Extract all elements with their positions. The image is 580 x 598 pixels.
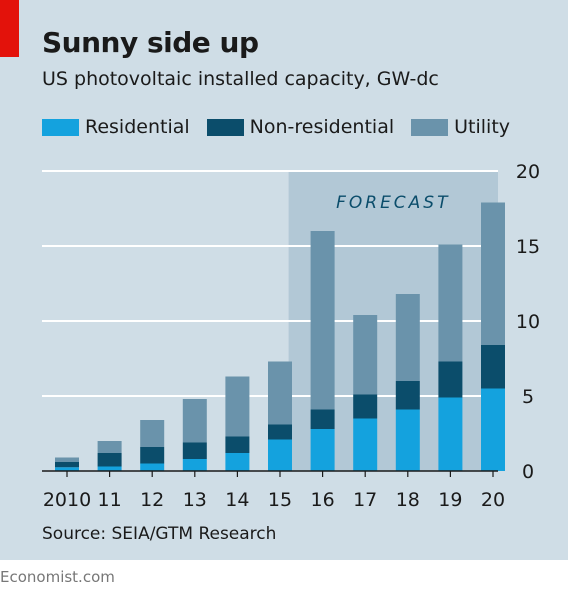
bar-residential-15 bbox=[268, 439, 292, 471]
bar-residential-18 bbox=[395, 409, 420, 471]
y-tick-label: 10 bbox=[516, 311, 540, 333]
legend-label-utility: Utility bbox=[454, 116, 511, 138]
bar-utility-16 bbox=[310, 231, 335, 410]
bar-non-residential-19 bbox=[438, 361, 463, 398]
bar-non-residential-20 bbox=[481, 345, 505, 389]
stacked-bar-chart: FORECAST 0 5 10 15 20 2010 11 12 13 14 15 16 17 18 19 20 bbox=[42, 161, 540, 511]
legend-swatch-utility bbox=[411, 118, 449, 136]
bar-utility-2010 bbox=[55, 457, 79, 462]
bar-residential-17 bbox=[353, 418, 378, 471]
bar-utility-19 bbox=[438, 244, 463, 362]
bar-residential-2010 bbox=[55, 467, 79, 471]
bar-residential-12 bbox=[140, 463, 165, 471]
x-tick-label: 2010 bbox=[43, 489, 91, 511]
bar-non-residential-15 bbox=[268, 424, 292, 440]
x-tick-label: 17 bbox=[353, 489, 377, 511]
legend-item-utility: Utility bbox=[411, 116, 510, 138]
legend-item-non-residential: Non-residential bbox=[206, 116, 395, 138]
bar-non-residential-18 bbox=[395, 381, 420, 410]
bar-utility-17 bbox=[353, 315, 378, 395]
bar-utility-14 bbox=[225, 376, 250, 437]
source-note: Source: SEIA/GTM Research bbox=[42, 524, 277, 544]
bar-non-residential-12 bbox=[140, 447, 165, 464]
legend-swatch-residential bbox=[42, 118, 79, 136]
y-tick-label: 0 bbox=[522, 461, 534, 483]
x-tick-label: 13 bbox=[183, 489, 207, 511]
bar-non-residential-13 bbox=[182, 442, 207, 459]
bar-non-residential-14 bbox=[225, 436, 250, 453]
legend-label-residential: Residential bbox=[85, 116, 190, 138]
x-tick-label: 11 bbox=[98, 489, 122, 511]
bar-residential-11 bbox=[97, 466, 122, 471]
bar-non-residential-11 bbox=[97, 453, 122, 467]
bar-utility-12 bbox=[140, 420, 165, 447]
bar-non-residential-16 bbox=[310, 409, 335, 429]
x-tick-label: 15 bbox=[268, 489, 292, 511]
bar-utility-11 bbox=[97, 441, 122, 453]
bar-residential-19 bbox=[438, 397, 463, 471]
x-tick-label: 20 bbox=[481, 489, 505, 511]
brand-red-tag bbox=[0, 0, 19, 57]
bar-non-residential-2010 bbox=[55, 462, 79, 468]
legend-swatch-non-residential bbox=[206, 118, 244, 136]
bar-utility-18 bbox=[395, 294, 420, 381]
legend-item-residential: Residential bbox=[42, 116, 190, 138]
bar-utility-13 bbox=[182, 399, 207, 443]
x-tick-label: 18 bbox=[396, 489, 420, 511]
x-tick-label: 14 bbox=[225, 489, 249, 511]
y-tick-label: 5 bbox=[522, 386, 534, 408]
bar-residential-16 bbox=[310, 429, 335, 471]
credit-line: Economist.com bbox=[0, 568, 115, 586]
y-tick-label: 20 bbox=[516, 161, 540, 183]
x-tick-label: 19 bbox=[438, 489, 462, 511]
chart-subtitle: US photovoltaic installed capacity, GW-d… bbox=[42, 68, 439, 90]
chart-title: Sunny side up bbox=[42, 26, 259, 59]
legend: Residential Non-residential Utility bbox=[42, 114, 527, 140]
forecast-label: FORECAST bbox=[336, 193, 450, 213]
bar-utility-20 bbox=[481, 202, 505, 345]
x-tick-label: 12 bbox=[140, 489, 164, 511]
y-tick-label: 15 bbox=[516, 236, 540, 258]
bar-residential-13 bbox=[182, 459, 207, 471]
bar-residential-20 bbox=[481, 388, 505, 471]
legend-label-non-residential: Non-residential bbox=[249, 116, 395, 138]
bar-residential-14 bbox=[225, 453, 250, 471]
x-tick-label: 16 bbox=[311, 489, 335, 511]
bar-non-residential-17 bbox=[353, 394, 378, 419]
bar-utility-15 bbox=[268, 361, 292, 425]
